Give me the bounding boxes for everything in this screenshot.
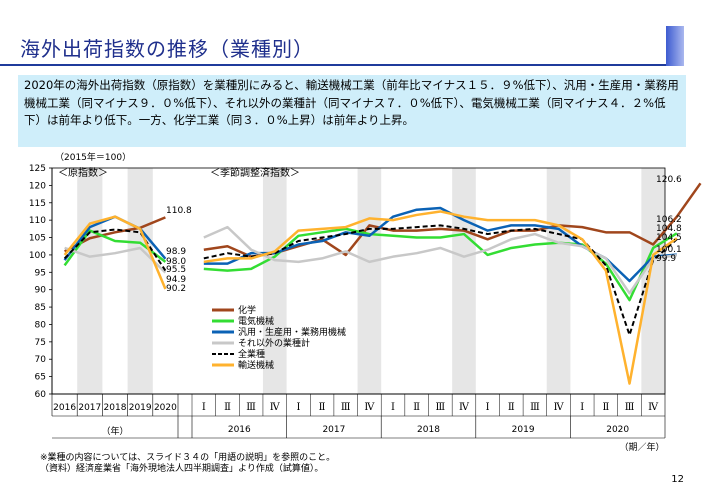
y-tick-label: 85 <box>35 303 46 313</box>
annual-end-label-chemical: 110.8 <box>166 206 192 216</box>
x-tick-label-quarter: Ⅳ <box>459 402 470 413</box>
y-tick-label: 65 <box>35 373 46 383</box>
quarterly-end-label-electric: 106.2 <box>656 215 682 225</box>
quarterly-end-label-general: 100.1 <box>656 245 682 255</box>
summary-box: 2020年の海外出荷指数（原指数）を業種別にみると、輸送機械工業（前年比マイナス… <box>18 75 686 147</box>
x-tick-label-quarter: Ⅲ <box>246 402 256 413</box>
page-title: 海外出荷指数の推移（業種別） <box>20 37 314 61</box>
x-tick-label-year: 2018 <box>104 403 127 413</box>
x-tick-label-quarter: Ⅱ <box>413 402 420 413</box>
y-tick-label: 125 <box>29 164 46 174</box>
x-tick-label-quarter: Ⅲ <box>530 402 540 413</box>
shaded-quarter-band <box>641 168 665 394</box>
annual-end-label-other: 94.9 <box>166 275 186 285</box>
y-tick-label: 115 <box>29 199 46 209</box>
legend-label-total: 全業種 <box>238 348 265 360</box>
quarterly-x-axis-title: （期／年） <box>619 441 664 453</box>
y-tick-label: 120 <box>29 181 46 191</box>
x-tick-label-year: 2020 <box>154 403 177 413</box>
page-number: 12 <box>671 474 684 485</box>
legend-label-other: それ以外の業種計 <box>238 337 310 349</box>
x-tick-label-quarter: Ⅰ <box>296 402 300 413</box>
x-tick-label-year: 2019 <box>129 403 152 413</box>
x-tick-label-quarter: Ⅰ <box>391 402 395 413</box>
x-tick-label-quarter: Ⅱ <box>224 402 231 413</box>
x-tick-label-quarter: Ⅰ <box>580 402 584 413</box>
y-tick-label: 110 <box>29 216 46 226</box>
annual-series-other <box>64 246 167 274</box>
x-tick-label-quarter: Ⅳ <box>364 402 375 413</box>
x-tick-label-quarter: Ⅱ <box>508 402 515 413</box>
shaded-year-band <box>77 168 103 394</box>
plot-frame <box>51 167 666 395</box>
y-tick-label: 60 <box>35 390 47 400</box>
footnote-terms: ※業種の内容については、スライド３４の「用語の説明」を参照のこと。 <box>40 453 336 463</box>
y-tick-label: 105 <box>29 234 46 244</box>
legend-label-general: 汎用・生産用・業務用機械 <box>238 326 346 338</box>
legend-label-electric: 電気機械 <box>238 315 274 327</box>
shaded-year-band <box>127 168 153 394</box>
x-tick-label-quarter: Ⅰ <box>486 402 490 413</box>
annual-end-label-total: 95.5 <box>166 265 186 275</box>
annual-end-label-electric: 98.0 <box>166 257 186 267</box>
y-tick-label: 75 <box>35 338 46 348</box>
quarterly-series-total <box>203 224 678 336</box>
x-tick-label-quarter: Ⅳ <box>648 402 659 413</box>
x-tick-label-quarter: Ⅲ <box>435 402 445 413</box>
annual-series-total <box>63 228 167 272</box>
x-tick-label-year-group: 2017 <box>322 425 345 435</box>
x-tick-label-year-group: 2020 <box>606 425 629 435</box>
y-tick-label: 70 <box>35 355 47 365</box>
y-tick-label: 80 <box>35 320 47 330</box>
annual-series-transport <box>63 215 167 290</box>
base-year-note: （2015年＝100） <box>55 153 132 163</box>
annual-panel-label: ＜原指数＞ <box>58 166 108 179</box>
x-tick-label-year-group: 2019 <box>512 425 535 435</box>
annual-end-label-general: 98.9 <box>166 247 186 257</box>
quarterly-series-transport <box>203 210 678 385</box>
quarterly-end-label-total: 104.5 <box>656 233 682 243</box>
quarterly-end-label-transport: 104.8 <box>656 224 682 234</box>
x-tick-label-year-group: 2018 <box>417 425 440 435</box>
shaded-quarter-band <box>357 168 382 394</box>
title-accent-bar <box>666 26 684 66</box>
quarterly-end-label-chemical: 120.6 <box>656 175 682 185</box>
annual-end-label-transport: 90.2 <box>166 284 186 294</box>
shaded-quarter-band <box>262 168 287 394</box>
x-tick-label-quarter: Ⅳ <box>270 402 281 413</box>
x-tick-label-quarter: Ⅲ <box>625 402 635 413</box>
quarterly-panel-label: ＜季節調整済指数＞ <box>210 166 300 179</box>
quarterly-end-label-other: 99.9 <box>656 254 676 264</box>
x-tick-label-quarter: Ⅱ <box>319 402 326 413</box>
legend-label-chemical: 化学 <box>238 304 256 316</box>
x-tick-label-year: 2016 <box>53 403 76 413</box>
x-tick-label-quarter: Ⅲ <box>341 402 351 413</box>
shaded-quarter-band <box>546 168 571 394</box>
x-tick-label-quarter: Ⅰ <box>202 402 206 413</box>
quarterly-series-other <box>203 225 677 295</box>
x-tick-label-quarter: Ⅱ <box>602 402 609 413</box>
x-tick-label-year-group: 2016 <box>228 425 251 435</box>
y-tick-label: 100 <box>29 251 46 261</box>
shaded-quarter-band <box>452 168 476 394</box>
x-tick-label-year: 2017 <box>78 403 101 413</box>
x-tick-label-quarter: Ⅳ <box>554 402 565 413</box>
annual-x-axis-title: （年） <box>101 425 128 437</box>
footnote-source: （資料）経済産業省「海外現地法人四半期調査」より作成（試算値）。 <box>40 464 324 474</box>
y-tick-label: 90 <box>35 286 47 296</box>
legend-label-transport: 輸送機械 <box>238 359 274 371</box>
y-tick-label: 95 <box>35 268 46 278</box>
title-underline <box>0 64 666 66</box>
